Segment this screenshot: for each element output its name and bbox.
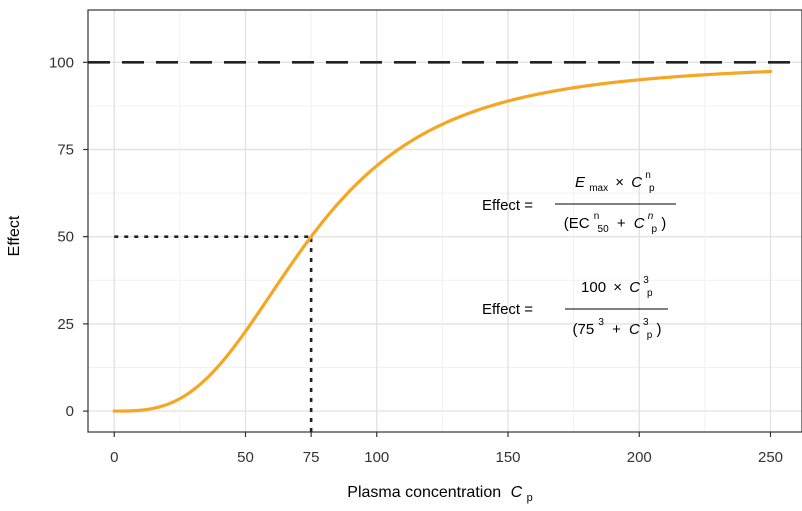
y-tick-label: 0 (66, 403, 74, 420)
specific-equation: Effect = 100 × C 3 p (75 3 + C 3 p ) (482, 270, 668, 342)
x-tick-label: 0 (110, 449, 118, 466)
x-tick-label: 200 (627, 449, 652, 466)
x-axis-title-subscript: p (527, 492, 533, 504)
axis-ticks (83, 61, 772, 437)
y-tick-label: 25 (57, 316, 74, 333)
y-tick-label: 50 (57, 229, 74, 246)
axis-tick-labels: 0 25 50 75 100 0 50 75 100 150 200 250 (49, 54, 783, 466)
general-equation-denominator: (EC n 50 + C n p ) (564, 206, 666, 236)
x-axis-title-text: Plasma concentration (347, 484, 501, 501)
reference-lines (88, 61, 802, 432)
specific-equation-lhs: Effect = (482, 301, 533, 318)
specific-equation-denominator: (75 3 + C 3 p ) (572, 312, 661, 342)
x-axis-title-symbol: C (511, 484, 523, 501)
x-tick-label: 250 (758, 449, 783, 466)
general-equation: Effect = E max × C n p (EC n 50 + C n p … (482, 165, 676, 236)
x-tick-label: 50 (237, 449, 254, 466)
x-axis-title: Plasma concentration C p (347, 484, 532, 504)
y-tick-label: 75 (57, 142, 74, 159)
y-axis-title: Effect (6, 215, 23, 256)
panel-border (87, 9, 802, 433)
x-tick-label: 150 (495, 449, 520, 466)
effect-curve (112, 69, 773, 413)
general-equation-numerator: E max × C n p (575, 165, 655, 195)
x-tick-label: 75 (303, 449, 320, 466)
y-tick-label: 100 (49, 54, 74, 71)
general-equation-lhs: Effect = (482, 197, 533, 214)
specific-equation-numerator: 100 × C 3 p (581, 270, 653, 299)
x-tick-label: 100 (364, 449, 389, 466)
